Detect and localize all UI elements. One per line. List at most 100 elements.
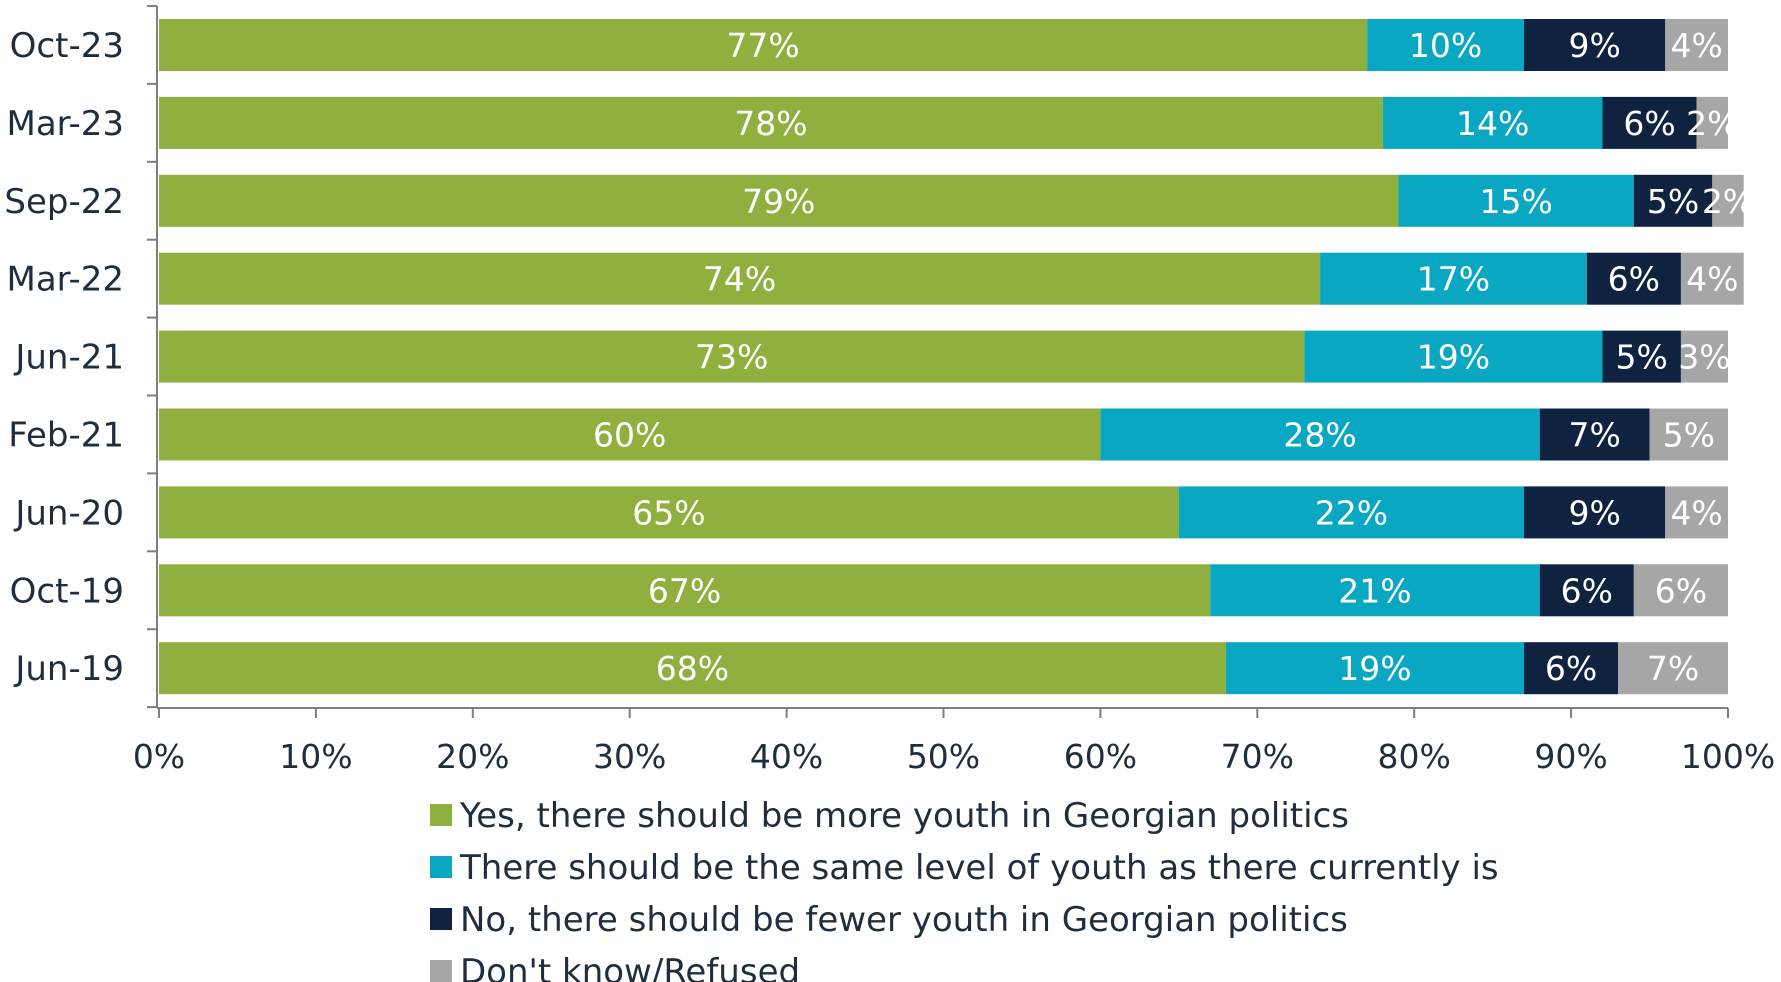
data-label: 2% bbox=[1702, 182, 1754, 221]
bar-segment bbox=[1602, 330, 1681, 383]
data-label: 28% bbox=[1283, 416, 1356, 455]
data-label: 15% bbox=[1480, 182, 1553, 221]
axes-group: Oct-23 Mar-23 Sep-22 Mar-22 Jun-21 Feb-21 Jun-… bbox=[4, 5, 1775, 776]
x-tick-label: 10% bbox=[279, 737, 352, 776]
x-tick-label: 40% bbox=[750, 737, 823, 776]
bar-segment bbox=[1649, 408, 1728, 461]
category-label: Jun-21 bbox=[13, 338, 124, 378]
category-label: Sep-22 bbox=[4, 182, 124, 222]
bar-segment bbox=[1225, 642, 1525, 695]
data-label: 19% bbox=[1417, 338, 1490, 377]
data-label: 6% bbox=[1623, 104, 1675, 143]
data-label: 4% bbox=[1670, 26, 1722, 65]
bar-segment bbox=[1633, 174, 1713, 227]
bar-segment bbox=[159, 252, 1321, 305]
category-label: Jun-19 bbox=[13, 649, 124, 689]
data-label: 68% bbox=[656, 649, 729, 688]
legend-item: There should be the same level of youth … bbox=[430, 848, 1499, 888]
legend-label: There should be the same level of youth … bbox=[459, 848, 1499, 888]
data-label: 73% bbox=[695, 338, 768, 377]
x-tick-label: 100% bbox=[1681, 737, 1775, 776]
data-label: 79% bbox=[742, 182, 815, 221]
data-label: 14% bbox=[1456, 104, 1529, 143]
bar-row-sep-22: 79% 15% 5% 2% bbox=[159, 174, 1754, 227]
data-label: 19% bbox=[1338, 649, 1411, 688]
bar-segment bbox=[1524, 486, 1666, 539]
legend-item: No, there should be fewer youth in Georg… bbox=[430, 900, 1348, 940]
bar-segment bbox=[1304, 330, 1603, 383]
data-label: 6% bbox=[1545, 649, 1597, 688]
bar-segment bbox=[1680, 330, 1728, 383]
data-label: 77% bbox=[726, 26, 799, 65]
x-tick-label: 70% bbox=[1221, 737, 1294, 776]
bar-segment bbox=[159, 19, 1368, 71]
bar-segment bbox=[1680, 252, 1744, 305]
data-label: 67% bbox=[648, 571, 721, 610]
bar-row-mar-22: 74% 17% 6% 4% bbox=[159, 252, 1744, 305]
bar-segment bbox=[1665, 19, 1728, 71]
legend-swatch bbox=[430, 960, 452, 982]
bar-segment bbox=[159, 486, 1179, 539]
bar-segment bbox=[1320, 252, 1587, 305]
bar-segment bbox=[1696, 96, 1728, 149]
legend-swatch bbox=[430, 804, 452, 826]
data-label: 7% bbox=[1568, 416, 1620, 455]
bar-segment bbox=[159, 642, 1226, 695]
category-label: Oct-23 bbox=[10, 26, 124, 66]
bar-segment bbox=[1539, 564, 1634, 617]
bar-segment bbox=[1618, 642, 1728, 695]
data-label: 4% bbox=[1686, 260, 1738, 299]
legend-item: Yes, there should be more youth in Georg… bbox=[430, 796, 1349, 836]
legend: Yes, there should be more youth in Georg… bbox=[430, 796, 1499, 982]
x-tick-label: 90% bbox=[1534, 737, 1607, 776]
category-label: Feb-21 bbox=[8, 416, 124, 456]
x-tick-label: 30% bbox=[593, 737, 666, 776]
bar-segment bbox=[1367, 19, 1525, 71]
bar-row-jun-20: 65% 22% 9% 4% bbox=[159, 486, 1728, 539]
x-tick-label: 20% bbox=[436, 737, 509, 776]
x-tick-label: 0% bbox=[133, 737, 185, 776]
data-label: 4% bbox=[1670, 493, 1722, 532]
data-label: 5% bbox=[1647, 182, 1699, 221]
data-label: 9% bbox=[1568, 493, 1620, 532]
x-tick-label: 60% bbox=[1064, 737, 1137, 776]
bar-segment bbox=[159, 174, 1399, 227]
category-label: Mar-23 bbox=[6, 104, 124, 144]
bar-segment bbox=[1665, 486, 1728, 539]
data-label: 2% bbox=[1686, 104, 1738, 143]
bar-segment bbox=[1382, 96, 1603, 149]
legend-swatch bbox=[430, 908, 452, 930]
bar-segment bbox=[1178, 486, 1525, 539]
bars-group: 77% 10% 9% 4%78% 14% 6% 2%79% 15% 5% 2%74% 17% 6% 4%… bbox=[159, 19, 1754, 695]
legend-item: Don't know/Refused bbox=[430, 952, 800, 982]
legend-swatch bbox=[430, 856, 452, 878]
data-label: 10% bbox=[1409, 26, 1482, 65]
data-label: 60% bbox=[593, 416, 666, 455]
bar-row-oct-19: 67% 21% 6% 6% bbox=[159, 564, 1728, 617]
bar-segment bbox=[159, 408, 1101, 461]
data-label: 5% bbox=[1616, 338, 1668, 377]
bar-row-jun-19: 68% 19% 6% 7% bbox=[159, 642, 1728, 695]
bar-segment bbox=[1524, 19, 1666, 71]
bar-segment bbox=[1633, 564, 1728, 617]
data-label: 65% bbox=[632, 493, 705, 532]
data-label: 5% bbox=[1663, 416, 1715, 455]
data-label: 21% bbox=[1338, 571, 1411, 610]
data-label: 6% bbox=[1655, 571, 1707, 610]
data-label: 9% bbox=[1568, 26, 1620, 65]
x-tick-label: 50% bbox=[907, 737, 980, 776]
bar-row-oct-23: 77% 10% 9% 4% bbox=[159, 19, 1728, 71]
bar-segment bbox=[159, 330, 1305, 383]
bar-segment bbox=[159, 96, 1383, 149]
bar-segment bbox=[1712, 174, 1744, 227]
data-label: 6% bbox=[1608, 260, 1660, 299]
category-label: Mar-22 bbox=[6, 260, 124, 300]
bar-segment bbox=[1586, 252, 1681, 305]
legend-label: No, there should be fewer youth in Georg… bbox=[460, 900, 1348, 940]
category-label: Oct-19 bbox=[10, 571, 124, 611]
data-label: 7% bbox=[1647, 649, 1699, 688]
data-label: 6% bbox=[1561, 571, 1613, 610]
bar-segment bbox=[1210, 564, 1540, 617]
bar-segment bbox=[1100, 408, 1540, 461]
legend-label: Don't know/Refused bbox=[460, 952, 800, 982]
